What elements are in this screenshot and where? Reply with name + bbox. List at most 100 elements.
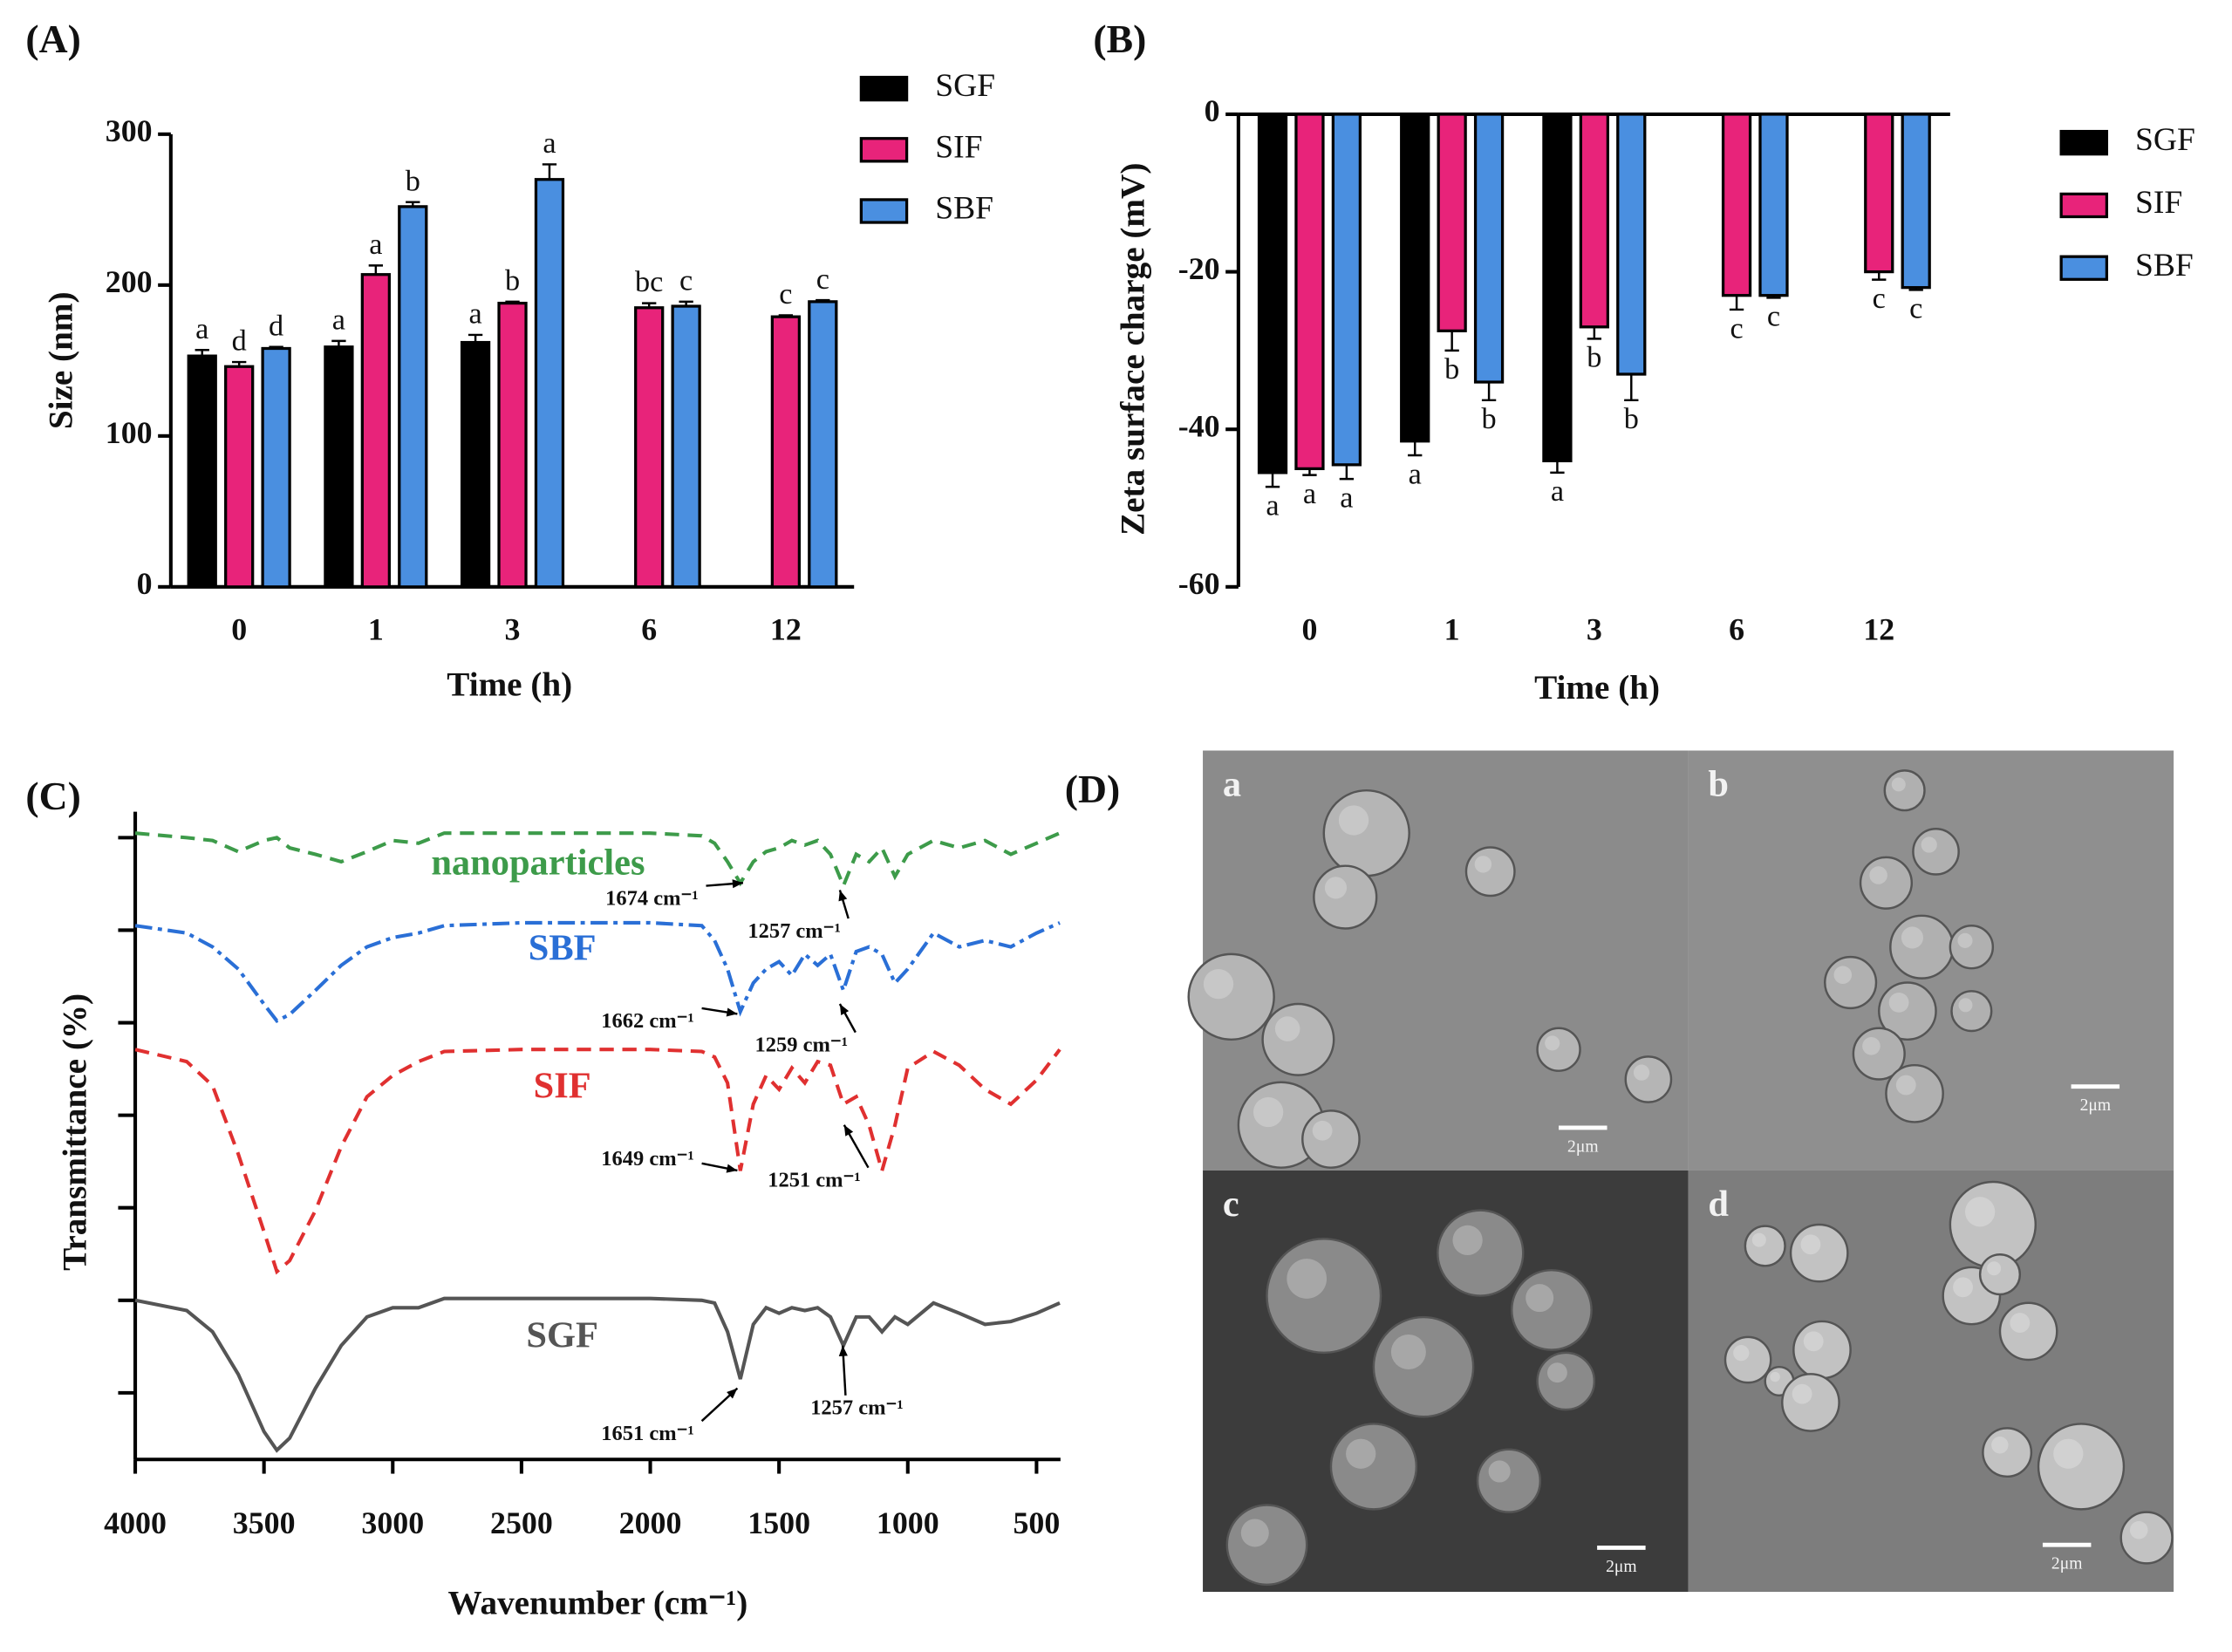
particle [1889, 914, 1955, 980]
error-bar [1339, 464, 1355, 481]
bar [1473, 113, 1505, 384]
error-bar [679, 300, 693, 307]
particle-highlight [2010, 1313, 2031, 1333]
peak-annotation: 1649 cm⁻¹ [601, 1147, 694, 1171]
y-tick-label: 300 [106, 113, 153, 148]
panel-label: (A) [25, 17, 80, 61]
x-tick-label: 3 [505, 611, 521, 646]
spectrum-line [134, 831, 1061, 891]
particle-highlight [1964, 1197, 1996, 1227]
image-label: d [1708, 1184, 1729, 1225]
particle [1313, 864, 1378, 930]
legend-label: SBF [2135, 248, 2194, 283]
particle [1464, 846, 1516, 898]
image-label: a [1223, 764, 1241, 805]
bar [634, 306, 665, 589]
peak-annotation: 1674 cm⁻¹ [605, 886, 699, 910]
bar [1542, 113, 1573, 462]
significance-letter: d [269, 309, 283, 342]
significance-letter: a [1409, 457, 1422, 490]
panel-label: (B) [1093, 17, 1146, 61]
peak-annotation: 1651 cm⁻¹ [601, 1422, 694, 1445]
arrow-head [727, 1388, 738, 1399]
sem-image [1688, 1170, 2174, 1593]
significance-letter: c [1873, 282, 1886, 315]
particle [1261, 1002, 1335, 1076]
particle-highlight [1488, 1460, 1511, 1483]
bar [808, 300, 838, 589]
y-tick-label: -20 [1178, 251, 1220, 286]
error-bar [269, 345, 283, 349]
significance-letter: a [1266, 488, 1279, 522]
error-bar [1481, 382, 1497, 402]
error-bar [1908, 287, 1923, 291]
y-axis-title: Transmittance (%) [57, 993, 94, 1271]
significance-letter: b [1587, 341, 1601, 374]
bar [460, 340, 491, 589]
bar [1616, 113, 1647, 376]
particle-highlight [1452, 1225, 1483, 1256]
legend-label: SGF [2135, 122, 2195, 158]
arrow-head [726, 1007, 738, 1017]
peak-annotation: 1259 cm⁻¹ [755, 1034, 849, 1057]
x-tick-label: 0 [1301, 611, 1317, 646]
particle [1536, 1351, 1596, 1411]
bar [1257, 113, 1288, 474]
particle-highlight [1958, 998, 1973, 1013]
particle-highlight [1346, 1438, 1376, 1469]
bar [1721, 113, 1752, 297]
y-axis-title: Size (nm) [42, 291, 79, 429]
error-bar [505, 300, 520, 304]
error-bar [1624, 373, 1639, 402]
sem-image [1688, 750, 2174, 1171]
arrow-head [726, 1164, 738, 1173]
error-bar [542, 163, 557, 180]
particle-highlight [1751, 1232, 1766, 1247]
particle-highlight [1888, 992, 1909, 1013]
x-tick-label: 1 [368, 611, 384, 646]
y-tick-label: -40 [1178, 408, 1220, 443]
error-bar [331, 339, 346, 347]
error-bar [1444, 331, 1459, 352]
particle [1187, 952, 1275, 1041]
particle [1476, 1448, 1542, 1513]
particle-highlight [1474, 856, 1492, 873]
particle-highlight [1338, 805, 1369, 836]
particle [1322, 788, 1410, 877]
legend-label: SIF [935, 129, 982, 165]
bar [360, 273, 391, 589]
scale-label: 2μm [1567, 1137, 1599, 1156]
particle-highlight [1733, 1345, 1750, 1362]
particle-highlight [1287, 1259, 1328, 1299]
particle [1266, 1238, 1382, 1355]
particle-highlight [1987, 1261, 2002, 1276]
series-label: nanoparticles [431, 842, 645, 883]
panel-label: (C) [25, 774, 80, 818]
image-label: b [1708, 764, 1729, 805]
particle-highlight [1901, 926, 1924, 949]
significance-letter: bc [635, 265, 663, 298]
bar [534, 178, 565, 589]
error-bar [468, 333, 483, 343]
particle-highlight [1921, 836, 1937, 853]
error-bar [816, 298, 830, 302]
bar [1400, 113, 1430, 443]
x-tick-label: 12 [770, 611, 802, 646]
particle [1912, 828, 1960, 876]
error-bar [368, 264, 384, 275]
particle-highlight [1324, 877, 1348, 899]
error-bar [1587, 326, 1602, 340]
particle [1536, 1027, 1581, 1072]
particle-highlight [1953, 1277, 1973, 1298]
significance-letter: b [1624, 402, 1639, 435]
error-bar [232, 360, 247, 367]
error-bar [1872, 271, 1887, 281]
particle-highlight [2129, 1520, 2148, 1539]
bar [398, 205, 428, 589]
bar [224, 365, 255, 589]
particle [1301, 1109, 1361, 1169]
peak-annotation: 1257 cm⁻¹ [810, 1396, 904, 1420]
error-bar [1408, 440, 1423, 457]
significance-letter: c [679, 264, 693, 297]
particle [1978, 1253, 2022, 1296]
